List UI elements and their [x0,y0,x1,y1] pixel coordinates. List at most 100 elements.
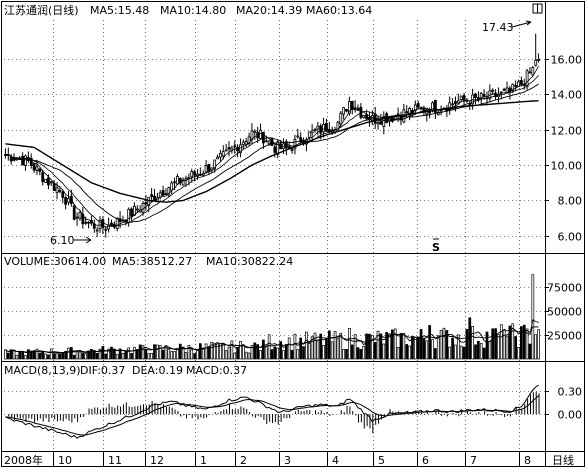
volume-bar [241,344,245,360]
candle-up [376,122,380,125]
low-price-annotation: 6.10 [50,234,75,247]
candle-up [408,108,411,116]
candle-down [319,125,323,134]
volume-bar [64,350,67,360]
volume-bar [353,334,357,360]
candle-down [135,208,139,211]
volume-bar [98,348,102,360]
candle-up [239,144,242,154]
candle-up [49,181,53,184]
candle-down [356,109,360,111]
candle-up [267,140,271,145]
volume-bar [531,274,535,360]
candle-up [456,100,460,104]
volume-bar [124,351,128,360]
candle-down [462,95,466,101]
candlestick-series [4,33,540,238]
volume-bar [287,337,291,360]
volume-bar [479,343,483,360]
candle-up [127,208,131,224]
candle-down [32,163,36,171]
candle-up [534,59,538,66]
volume-ma10-label: MA10:30822.24 [206,255,293,268]
candle-down [52,182,56,191]
volume-bar [434,348,437,360]
volume-bar [488,341,492,360]
volume-bar [494,328,497,360]
ma20-label: MA20:14.39 [236,4,302,17]
volume-bar [505,335,509,360]
volume-bar [333,331,337,360]
volume-bar [385,332,389,360]
volume-bar [396,347,400,360]
candle-up [499,91,503,94]
candle-down [284,141,288,149]
volume-bar [113,348,116,360]
volume-bar [161,349,165,360]
candle-down [514,84,518,87]
candle-up [67,198,70,203]
volume-bar [522,324,526,360]
volume-bar [290,349,294,360]
volume-bar [322,345,325,360]
candle-down [72,205,76,220]
volume-bar [502,329,506,360]
macd-y-axis: 0.00 0.30 [545,386,582,422]
candle-up [339,112,343,125]
candle-up [307,131,311,138]
volume-ma10-line [5,326,539,354]
volume-bar [150,352,153,360]
candle-down [150,194,154,197]
macd-lines [5,384,539,439]
candle-up [382,115,386,127]
volume-bar [499,324,503,360]
volume-bar [408,345,411,360]
candle-up [241,141,245,145]
volume-bar [81,352,85,360]
volume-bar [419,329,423,360]
volume-bar [70,347,73,360]
volume-bar [75,351,79,360]
volume-bar [282,350,285,360]
volume-bar [262,339,265,360]
volume-bar [15,354,19,360]
candle-up [147,196,151,206]
candle-down [12,157,16,161]
volume-bar [201,347,205,360]
x-tick-label: 3 [284,454,291,467]
candle-up [413,104,417,112]
volume-bar [327,330,331,360]
volume-bar [198,343,202,360]
candle-up [213,159,217,170]
volume-bar [451,337,454,360]
candle-up [141,203,145,213]
volume-bar [520,326,523,360]
volume-bar [296,349,300,360]
volume-bar [221,343,225,360]
volume-bar [138,344,142,360]
volume-bar [4,349,7,360]
volume-bar [58,353,62,360]
volume-bar [147,353,151,360]
volume-bar [279,341,282,360]
volume-bar [485,331,489,360]
volume-bar [517,346,520,360]
volume-bar [173,351,176,360]
volume-bar [368,333,371,360]
volume-ma5-label: MA5:38512.27 [112,255,192,268]
high-price-annotation: 17.43 [482,21,514,34]
candle-down [69,195,73,204]
volume-bar [474,344,477,360]
volume-bar [90,349,93,360]
volume-bar [193,353,196,360]
volume-bar [402,332,406,360]
candle-down [130,208,133,217]
volume-bar [273,346,277,360]
volume-bar [244,351,248,360]
x-tick-label: 10 [58,454,72,467]
volume-bar [482,347,486,360]
volume-moving-averages [5,319,539,354]
candle-up [181,179,185,186]
period-label[interactable]: 日线 [552,453,574,467]
